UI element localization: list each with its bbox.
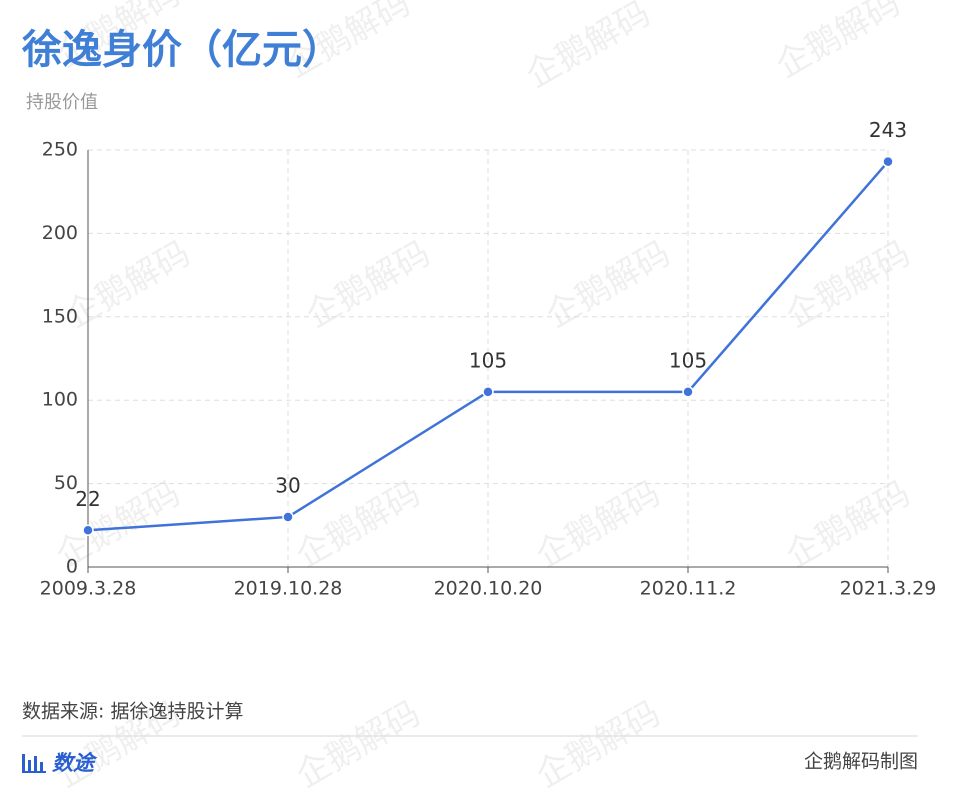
source: 数据来源: 据徐逸持股计算 [22,701,243,723]
point [82,524,94,537]
x-tick-label: 2019.10.28 [234,578,343,600]
watermark: 企鹅解码 [289,473,427,576]
watermark: 企鹅解码 [769,0,907,86]
point [482,386,494,398]
brand: 数途 [52,751,98,775]
data-label: 243 [869,118,907,142]
data-label: 30 [275,473,300,497]
point [682,386,694,398]
watermark: 企鹅解码 [779,473,917,576]
watermark: 企鹅解码 [289,693,427,796]
y-tick-label: 200 [42,222,78,244]
x-tick-label: 2020.10.20 [434,578,543,600]
y-tick-label: 100 [42,389,78,411]
watermark: 企鹅解码 [59,233,197,336]
data-label: 22 [75,487,100,511]
point [282,511,294,523]
chart-title: 徐逸身价（亿元） [21,27,342,73]
data-label: 105 [669,348,707,372]
watermark: 企鹅解码 [539,233,677,336]
watermark: 企鹅解码 [779,233,917,336]
x-tick-label: 2021.3.29 [840,578,937,600]
y-tick-label: 250 [42,139,78,161]
watermark: 企鹅解码 [529,693,667,796]
watermark: 企鹅解码 [299,233,437,336]
x-tick-label: 2009.3.28 [40,578,137,600]
y-tick-label: 150 [42,305,78,327]
watermark: 企鹅解码 [519,0,657,96]
data-label: 105 [469,348,507,372]
x-tick-label: 2020.11.2 [640,578,737,600]
watermark: 企鹅解码 [529,473,667,576]
point [882,155,894,168]
brand-icon [22,754,46,773]
y-tick-label: 50 [54,472,78,494]
credit: 企鹅解码制图 [804,751,918,773]
y-axis-label: 持股价值 [26,92,98,113]
y-tick-label: 0 [66,556,78,578]
